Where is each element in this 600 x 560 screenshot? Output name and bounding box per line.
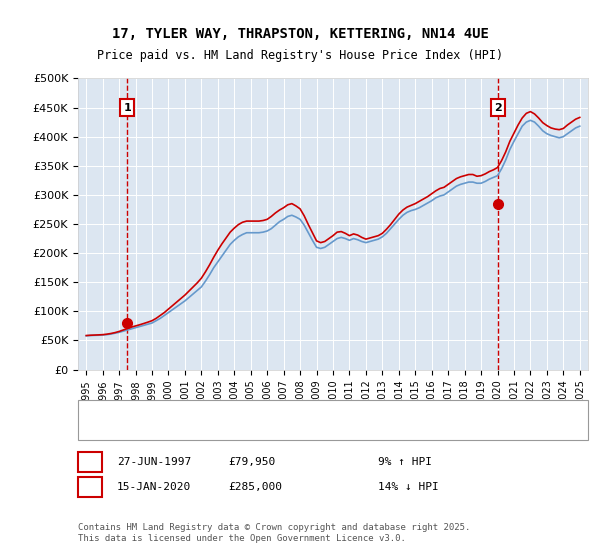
Text: 17, TYLER WAY, THRAPSTON, KETTERING, NN14 4UE: 17, TYLER WAY, THRAPSTON, KETTERING, NN1…	[112, 27, 488, 41]
Text: £79,950: £79,950	[228, 457, 275, 467]
Text: HPI: Average price, detached house, North Northamptonshire: HPI: Average price, detached house, Nort…	[111, 423, 473, 433]
Text: Price paid vs. HM Land Registry's House Price Index (HPI): Price paid vs. HM Land Registry's House …	[97, 49, 503, 63]
Text: 2: 2	[494, 102, 502, 113]
Text: 1: 1	[86, 457, 94, 467]
Text: —: —	[93, 399, 110, 417]
Text: Contains HM Land Registry data © Crown copyright and database right 2025.
This d: Contains HM Land Registry data © Crown c…	[78, 524, 470, 543]
Text: 1: 1	[124, 102, 131, 113]
Text: —: —	[93, 419, 110, 437]
Text: 17, TYLER WAY, THRAPSTON, KETTERING, NN14 4UE (detached house): 17, TYLER WAY, THRAPSTON, KETTERING, NN1…	[111, 403, 499, 413]
Text: 14% ↓ HPI: 14% ↓ HPI	[378, 482, 439, 492]
Text: 15-JAN-2020: 15-JAN-2020	[117, 482, 191, 492]
Text: 2: 2	[86, 482, 94, 492]
Text: 9% ↑ HPI: 9% ↑ HPI	[378, 457, 432, 467]
Text: £285,000: £285,000	[228, 482, 282, 492]
Text: 27-JUN-1997: 27-JUN-1997	[117, 457, 191, 467]
